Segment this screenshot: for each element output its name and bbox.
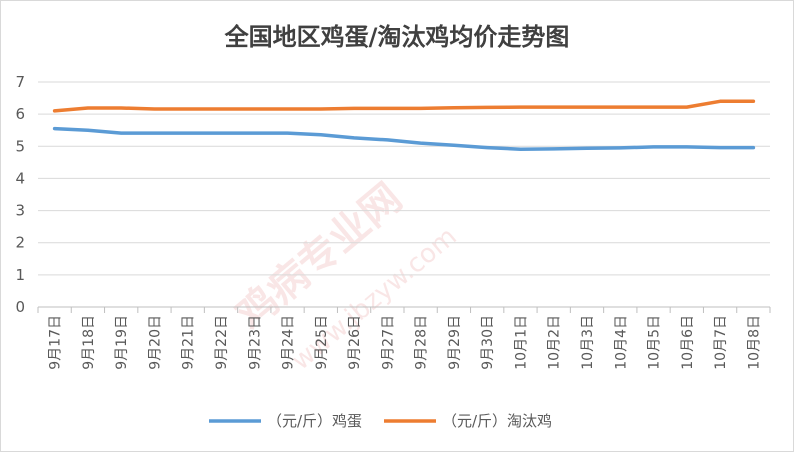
chart-title: 全国地区鸡蛋/淘汰鸡均价走势图 — [224, 23, 570, 51]
y-tick-label: 7 — [15, 73, 25, 91]
x-tick-label: 9月20日 — [147, 315, 163, 370]
x-tick-label: 10月4日 — [613, 315, 629, 370]
y-tick-label: 3 — [15, 202, 25, 220]
y-tick-label: 5 — [15, 137, 25, 155]
y-axis-ticks: 0 1 2 3 4 5 6 7 — [15, 73, 25, 316]
x-tick-label: 9月27日 — [380, 315, 396, 370]
legend-label-egg: （元/斤）鸡蛋 — [267, 412, 362, 430]
y-tick-label: 2 — [15, 234, 25, 252]
y-tick-label: 6 — [15, 105, 25, 123]
x-axis: 9月17日 9月18日 9月19日 9月20日 9月21日 9月22日 9月23日 9月24日… — [37, 307, 771, 370]
x-tick-label: 10月2日 — [547, 315, 563, 370]
x-tick-label: 10月8日 — [746, 315, 762, 370]
x-tick-label: 9月26日 — [347, 315, 363, 370]
x-tick-label: 9月30日 — [480, 315, 496, 370]
gridlines — [38, 81, 770, 308]
x-tick-label: 9月28日 — [414, 315, 430, 370]
x-tick-label: 10月6日 — [680, 315, 696, 370]
y-tick-label: 4 — [15, 169, 25, 187]
x-tick-label: 9月22日 — [214, 315, 230, 370]
x-tick-label: 10月7日 — [713, 315, 729, 370]
x-tick-label: 10月1日 — [513, 315, 529, 370]
x-tick-label: 9月25日 — [314, 315, 330, 370]
x-tick-label: 9月24日 — [281, 315, 297, 370]
x-tick-label: 9月18日 — [81, 315, 97, 370]
y-tick-label: 1 — [15, 266, 25, 284]
x-tick-label: 9月23日 — [247, 315, 263, 370]
watermark-main-text: 鸡病专业网 — [228, 175, 411, 339]
series-lines — [52, 99, 756, 151]
series-line-egg — [52, 126, 756, 151]
x-tick-label: 9月17日 — [48, 315, 64, 370]
series-line-culled-hen — [52, 99, 756, 113]
x-tick-label: 10月3日 — [580, 315, 596, 370]
x-tick-label: 9月19日 — [114, 315, 130, 370]
legend: （元/斤）鸡蛋 （元/斤）淘汰鸡 — [209, 412, 552, 430]
x-tick-label: 9月29日 — [447, 315, 463, 370]
x-tick-label: 10月5日 — [647, 315, 663, 370]
y-tick-label: 0 — [15, 298, 25, 316]
x-tick-label: 9月21日 — [181, 315, 197, 370]
legend-label-culled-hen: （元/斤）淘汰鸡 — [442, 412, 552, 430]
